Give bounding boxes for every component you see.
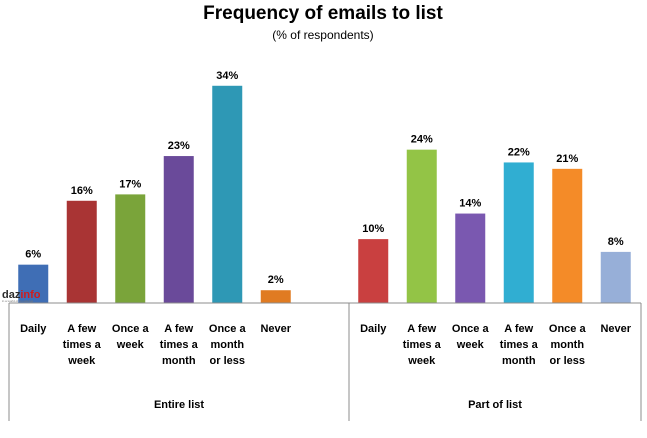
category-label: A few times a week [403, 323, 442, 367]
logo-text-part2: info [20, 289, 40, 301]
bar [503, 162, 534, 303]
value-label: 17% [119, 178, 141, 190]
group-label: Entire list [154, 399, 204, 411]
dazinfo-logo: dazinfo in a world of knowledge [2, 289, 41, 303]
bars-layer [18, 85, 631, 304]
category-label: Once a month or less [549, 323, 587, 367]
category-label: Once a week [112, 323, 150, 351]
value-label: 16% [71, 185, 93, 197]
bar [115, 194, 146, 303]
group-label: Part of list [468, 399, 522, 411]
value-label: 2% [268, 274, 284, 286]
value-label: 34% [216, 70, 238, 82]
category-label: A few times a week [63, 323, 102, 367]
logo-tagline: in a world of knowledge [2, 299, 34, 303]
category-label: Daily [360, 323, 387, 335]
category-label: Never [260, 323, 291, 335]
bar [455, 213, 486, 303]
category-label: A few times a month [160, 323, 199, 367]
value-labels-layer: 6% 16% 17% 23% 34% 2% 10% 24% 14% 22% 21% 8% [25, 70, 624, 286]
logo-text-part1: daz [2, 289, 21, 301]
bar [552, 168, 583, 303]
group-labels-layer: Entire list Part of list [154, 399, 522, 411]
bar [358, 239, 389, 303]
value-label: 21% [556, 153, 578, 165]
value-label: 10% [362, 223, 384, 235]
category-label: Never [600, 323, 631, 335]
svg-text:dazinfo: dazinfo [2, 289, 41, 301]
bar [600, 251, 631, 303]
bar [18, 264, 49, 303]
bar [212, 85, 243, 304]
value-label: 14% [459, 198, 481, 210]
value-label: 24% [411, 134, 433, 146]
value-label: 23% [168, 140, 190, 152]
value-label: 8% [608, 236, 624, 248]
category-axis [8, 302, 642, 421]
bar [66, 200, 97, 303]
bar [406, 149, 437, 303]
category-label: Once a month or less [209, 323, 247, 367]
bar [163, 156, 194, 303]
category-label: A few times a month [500, 323, 539, 367]
category-label: Daily [20, 323, 47, 335]
category-label: Once a week [452, 323, 490, 351]
value-label: 22% [508, 146, 530, 158]
chart-title: Frequency of emails to list [203, 3, 443, 24]
bar [260, 290, 291, 303]
chart-subtitle: (% of respondents) [272, 28, 373, 42]
category-labels-layer: Daily A few times a week Once a week A few time… [20, 323, 632, 367]
value-label: 6% [25, 249, 41, 261]
